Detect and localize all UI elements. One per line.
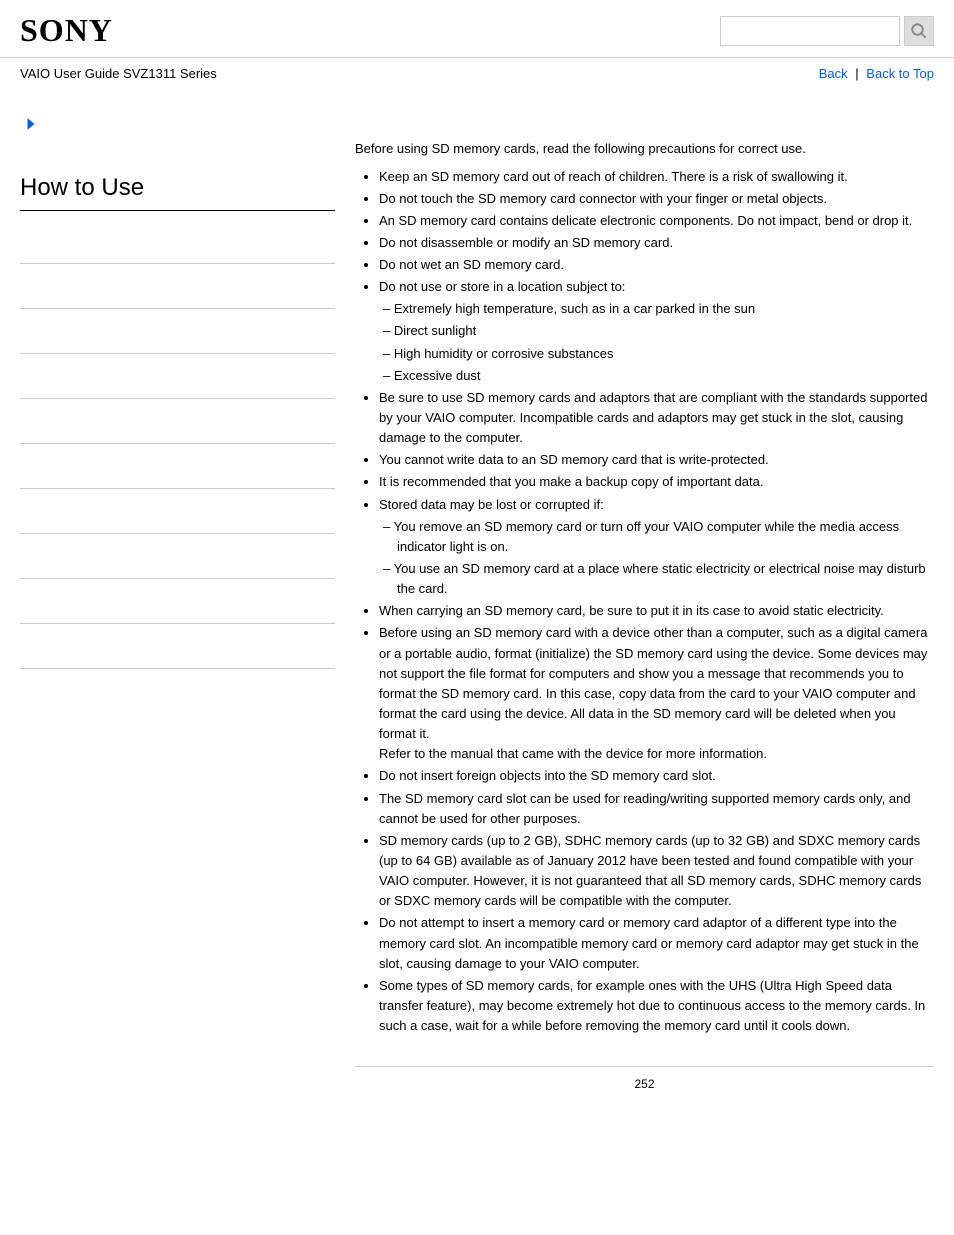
- nav-row[interactable]: [20, 534, 335, 579]
- back-link[interactable]: Back: [819, 66, 848, 81]
- search-icon: [910, 22, 928, 40]
- list-item: Do not attempt to insert a memory card o…: [379, 913, 934, 973]
- content-wrap: How to Use Before using SD memory cards,…: [0, 87, 954, 1131]
- nav-row[interactable]: [20, 354, 335, 399]
- list-item: Do not touch the SD memory card connecto…: [379, 189, 934, 209]
- bullet-list: Keep an SD memory card out of reach of c…: [355, 167, 934, 1037]
- list-item: Before using an SD memory card with a de…: [379, 623, 934, 764]
- section-title: How to Use: [20, 174, 335, 211]
- nav-row[interactable]: [20, 489, 335, 534]
- nav-links: Back | Back to Top: [819, 66, 934, 81]
- guide-title: VAIO User Guide SVZ1311 Series: [20, 66, 217, 81]
- list-item: Do not disassemble or modify an SD memor…: [379, 233, 934, 253]
- intro-text: Before using SD memory cards, read the f…: [355, 139, 934, 159]
- separator: |: [855, 66, 858, 81]
- nav-row[interactable]: [20, 219, 335, 264]
- list-item: Keep an SD memory card out of reach of c…: [379, 167, 934, 187]
- list-item: Do not wet an SD memory card.: [379, 255, 934, 275]
- page-number: 252: [355, 1067, 934, 1111]
- list-item: You cannot write data to an SD memory ca…: [379, 450, 934, 470]
- logo: SONY: [20, 12, 113, 49]
- list-item: Some types of SD memory cards, for examp…: [379, 976, 934, 1036]
- sub-list-item: You use an SD memory card at a place whe…: [397, 559, 934, 599]
- back-to-top-link[interactable]: Back to Top: [866, 66, 934, 81]
- list-item: An SD memory card contains delicate elec…: [379, 211, 934, 231]
- nav-row[interactable]: [20, 309, 335, 354]
- search-input[interactable]: [720, 16, 900, 46]
- list-item: SD memory cards (up to 2 GB), SDHC memor…: [379, 831, 934, 912]
- sub-list-item: You remove an SD memory card or turn off…: [397, 517, 934, 557]
- sub-list: Extremely high temperature, such as in a…: [379, 299, 934, 386]
- nav-row[interactable]: [20, 444, 335, 489]
- list-item: Do not use or store in a location subjec…: [379, 277, 934, 386]
- main-content: Before using SD memory cards, read the f…: [355, 117, 934, 1111]
- subheader: VAIO User Guide SVZ1311 Series Back | Ba…: [0, 58, 954, 87]
- nav-row[interactable]: [20, 579, 335, 624]
- sidebar: How to Use: [20, 117, 335, 1111]
- nav-list: [20, 219, 335, 669]
- list-item: Do not insert foreign objects into the S…: [379, 766, 934, 786]
- list-item: Be sure to use SD memory cards and adapt…: [379, 388, 934, 448]
- sub-list-item: Excessive dust: [397, 366, 934, 386]
- nav-row[interactable]: [20, 624, 335, 669]
- list-item: The SD memory card slot can be used for …: [379, 789, 934, 829]
- sub-list-item: Direct sunlight: [397, 321, 934, 341]
- list-item: Stored data may be lost or corrupted if:…: [379, 495, 934, 600]
- sub-list: You remove an SD memory card or turn off…: [379, 517, 934, 600]
- nav-row[interactable]: [20, 264, 335, 309]
- search-area: [720, 16, 934, 46]
- list-item: When carrying an SD memory card, be sure…: [379, 601, 934, 621]
- list-item: It is recommended that you make a backup…: [379, 472, 934, 492]
- sub-list-item: High humidity or corrosive substances: [397, 344, 934, 364]
- sub-list-item: Extremely high temperature, such as in a…: [397, 299, 934, 319]
- nav-row[interactable]: [20, 399, 335, 444]
- chevron-right-icon: [24, 117, 38, 131]
- header: SONY: [0, 0, 954, 58]
- search-button[interactable]: [904, 16, 934, 46]
